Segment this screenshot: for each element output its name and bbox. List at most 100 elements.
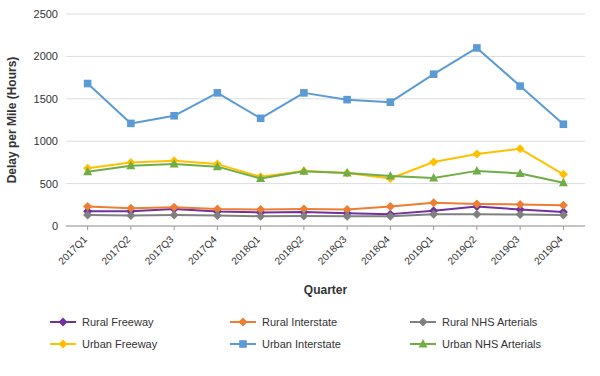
legend-label: Rural Freeway: [82, 316, 154, 328]
x-tick: [390, 226, 391, 230]
series: [83, 202, 568, 219]
legend-label: Urban NHS Arterials: [442, 338, 542, 350]
x-axis-label: Quarter: [304, 283, 348, 297]
legend-item: Urban Freeway: [50, 338, 158, 350]
point: [429, 210, 438, 219]
chart: 050010001500200025002017Q12017Q22017Q320…: [0, 0, 600, 376]
legend: Rural Freeway Rural Interstate Rural NHS A…: [50, 316, 542, 350]
x-tick: [87, 226, 88, 230]
point: [126, 161, 135, 170]
y-tick-label: 2500: [34, 8, 58, 20]
point: [300, 89, 308, 97]
legend-marker: [419, 339, 428, 348]
point: [343, 168, 352, 177]
y-tick-label: 1000: [34, 135, 58, 147]
point: [83, 210, 92, 219]
x-tick-label: 2018Q4: [359, 233, 392, 266]
point: [299, 211, 308, 220]
series-line: [88, 164, 564, 183]
point: [343, 212, 352, 221]
legend-item: Rural Interstate: [230, 316, 337, 328]
x-tick: [174, 226, 175, 230]
series-line: [88, 214, 564, 216]
legend-marker: [59, 318, 68, 327]
x-tick-label: 2017Q4: [186, 233, 219, 266]
x-tick-label: 2019Q2: [445, 233, 478, 266]
legend-marker: [239, 340, 247, 348]
y-axis-label: Delay per Mile (Hours): [5, 57, 19, 184]
point: [429, 157, 438, 166]
grid-line: [66, 226, 585, 227]
series-line: [88, 203, 564, 210]
point: [516, 210, 525, 219]
point: [343, 96, 351, 104]
point: [126, 211, 135, 220]
y-tick-label: 1500: [34, 93, 58, 105]
point: [387, 98, 395, 106]
point: [386, 212, 395, 221]
x-tick-label: 2018Q3: [316, 233, 349, 266]
point: [559, 210, 568, 219]
point: [299, 166, 308, 175]
point: [214, 89, 222, 97]
point: [256, 174, 265, 183]
legend-marker: [59, 340, 68, 349]
point: [516, 168, 525, 177]
point: [170, 159, 179, 168]
grid-line: [66, 14, 585, 15]
x-tick: [563, 226, 564, 230]
point: [386, 202, 395, 211]
x-tick-label: 2017Q3: [143, 233, 176, 266]
point: [472, 199, 481, 208]
grid-line: [66, 98, 585, 99]
point: [472, 210, 481, 219]
point: [559, 178, 568, 187]
point: [472, 149, 481, 158]
point: [516, 200, 525, 209]
x-tick: [303, 226, 304, 230]
legend-item: Rural Freeway: [50, 316, 154, 328]
x-tick-label: 2018Q2: [272, 233, 305, 266]
x-tick: [476, 226, 477, 230]
x-tick-label: 2019Q3: [489, 233, 522, 266]
legend-label: Rural NHS Arterials: [442, 316, 538, 328]
point: [256, 212, 265, 221]
x-tick: [217, 226, 218, 230]
legend-item: Rural NHS Arterials: [410, 316, 538, 328]
x-tick-label: 2019Q4: [532, 233, 565, 266]
point: [473, 44, 481, 52]
legend-item: Urban NHS Arterials: [410, 338, 542, 350]
x-tick: [520, 226, 521, 230]
x-tick: [433, 226, 434, 230]
plot-data: [83, 44, 568, 221]
point: [560, 120, 568, 128]
point: [213, 162, 222, 171]
series: [83, 159, 568, 186]
grid-line: [66, 183, 585, 184]
point: [516, 144, 525, 153]
x-tick-label: 2019Q1: [402, 233, 435, 266]
legend-label: Urban Freeway: [82, 338, 158, 350]
series-line: [88, 149, 564, 179]
series-line: [88, 48, 564, 124]
y-tick-label: 0: [52, 220, 58, 232]
x-tick-label: 2017Q1: [56, 233, 89, 266]
x-tick: [347, 226, 348, 230]
y-tick-label: 500: [40, 178, 58, 190]
x-tick: [260, 226, 261, 230]
point: [127, 120, 135, 128]
grid-line: [66, 141, 585, 142]
point: [83, 202, 92, 211]
point: [257, 115, 265, 123]
point: [170, 210, 179, 219]
series: [83, 198, 568, 214]
x-tick-label: 2017Q2: [99, 233, 132, 266]
y-grid: [66, 14, 585, 226]
legend-item: Urban Interstate: [230, 338, 341, 350]
legend-marker: [419, 318, 428, 327]
x-tick-label: 2018Q1: [229, 233, 262, 266]
point: [84, 80, 92, 88]
point: [429, 198, 438, 207]
point: [472, 166, 481, 175]
legend-label: Rural Interstate: [262, 316, 337, 328]
